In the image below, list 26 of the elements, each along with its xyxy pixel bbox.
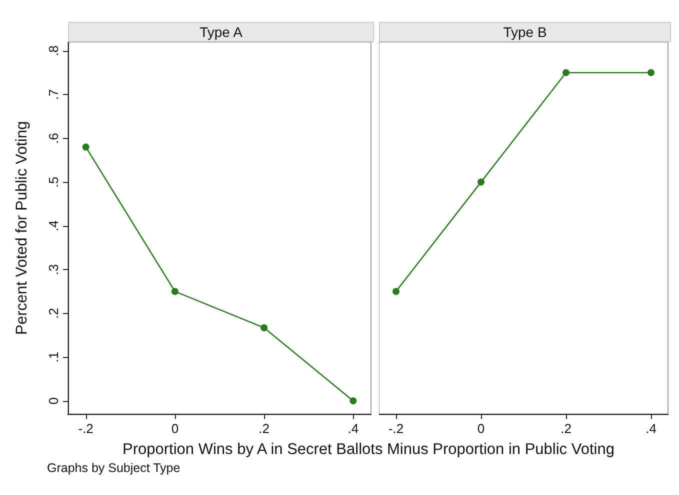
x-tick-label: 0 bbox=[171, 421, 179, 436]
x-tick-label: .4 bbox=[646, 421, 656, 436]
y-tick-label: .7 bbox=[46, 89, 61, 100]
text: Graphs by Subject Type bbox=[47, 461, 180, 475]
y-tick-label: .3 bbox=[46, 264, 61, 275]
x-tick-label: -.2 bbox=[78, 421, 94, 436]
y-tick-label: .4 bbox=[46, 220, 61, 232]
y-tick-label: .5 bbox=[46, 176, 61, 188]
point bbox=[260, 324, 268, 332]
point bbox=[350, 397, 357, 404]
x-tick-label: .4 bbox=[348, 421, 359, 436]
y-axis-title: Percent Voted for Public Voting bbox=[14, 121, 30, 335]
y-tick-label: .6 bbox=[46, 132, 61, 144]
x-tick-label: .2 bbox=[560, 421, 572, 436]
point bbox=[82, 144, 90, 151]
chart-title: Type A bbox=[68, 22, 374, 42]
y-tick-label: .1 bbox=[46, 352, 61, 363]
x-axis-title: Proportion Wins by A in Secret Ballots Minus Proportion in Public Voting bbox=[122, 441, 616, 459]
point bbox=[171, 288, 178, 295]
x-tick-label: .2 bbox=[258, 421, 270, 436]
x-tick-label: 0 bbox=[477, 421, 485, 436]
y-tick-label: 0 bbox=[46, 397, 61, 404]
y-tick-label: .2 bbox=[46, 308, 61, 319]
y-tick-label: .8 bbox=[46, 45, 61, 56]
x-tick-label: -.2 bbox=[388, 421, 404, 436]
chart-title: Type B bbox=[379, 22, 671, 42]
